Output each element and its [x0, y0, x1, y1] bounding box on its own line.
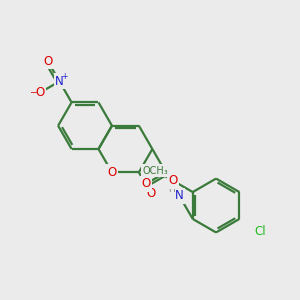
- Text: −: −: [29, 87, 37, 96]
- Text: OCH₃: OCH₃: [142, 166, 168, 176]
- Text: +: +: [61, 71, 68, 80]
- Text: O: O: [107, 166, 117, 179]
- Text: Cl: Cl: [255, 225, 266, 238]
- Text: O: O: [44, 55, 52, 68]
- Text: O: O: [141, 177, 151, 190]
- Text: N: N: [55, 75, 64, 88]
- Text: O: O: [35, 86, 44, 99]
- Text: H: H: [168, 184, 175, 194]
- Text: O: O: [146, 187, 156, 200]
- Text: N: N: [175, 189, 184, 202]
- Text: O: O: [168, 174, 178, 187]
